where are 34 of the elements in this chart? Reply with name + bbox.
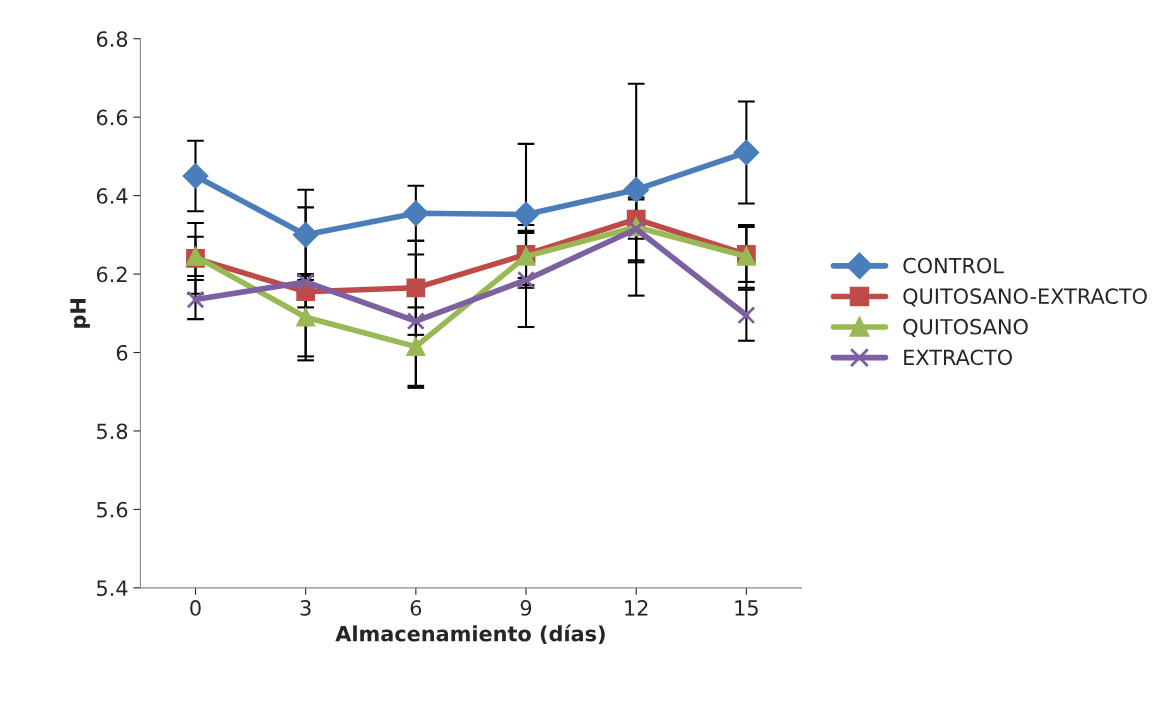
legend-label: EXTRACTO <box>904 349 1012 366</box>
x-tick-label: 12 <box>625 600 648 616</box>
x-tick-label: 3 <box>300 600 311 616</box>
y-tick-label: 5.6 <box>97 501 128 518</box>
x-tick-label: 9 <box>520 600 532 616</box>
point <box>516 270 536 289</box>
point <box>513 201 539 228</box>
point <box>186 290 205 309</box>
y-tick-label: 6.2 <box>96 266 127 283</box>
y-tick-label: 6 <box>116 344 128 361</box>
point <box>406 278 426 298</box>
y-tick-label: 6.6 <box>96 109 128 126</box>
y-tick-label: 6.8 <box>96 31 128 47</box>
x-axis-title: Almacenamiento (días) <box>335 624 605 644</box>
legend-label: CONTROL <box>903 257 1004 274</box>
y-tick-label: 5.8 <box>97 423 128 440</box>
point <box>406 337 426 356</box>
x-tick-label: 15 <box>735 600 758 616</box>
legend-label: QUITOSANO-EXTRACTO <box>903 288 1147 307</box>
x-tick-label: 0 <box>190 600 201 616</box>
point <box>292 222 319 248</box>
y-tick-label: 6.4 <box>96 188 128 204</box>
point <box>296 272 315 291</box>
point <box>296 307 316 327</box>
point <box>737 306 756 325</box>
x-tick-label: 6 <box>410 600 422 616</box>
y-axis-title: pH <box>70 299 90 328</box>
point <box>623 176 650 203</box>
y-tick-label: 5.4 <box>97 580 128 597</box>
point <box>182 163 209 189</box>
point <box>403 200 429 227</box>
point <box>733 139 760 166</box>
point <box>406 312 425 331</box>
legend-label: QUITOSANO <box>903 318 1028 337</box>
